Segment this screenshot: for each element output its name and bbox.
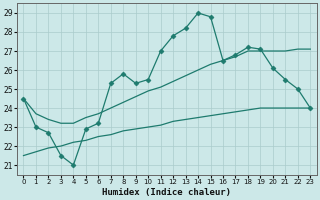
X-axis label: Humidex (Indice chaleur): Humidex (Indice chaleur) <box>102 188 231 197</box>
